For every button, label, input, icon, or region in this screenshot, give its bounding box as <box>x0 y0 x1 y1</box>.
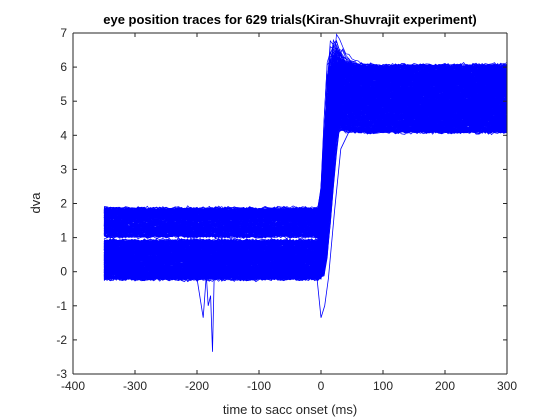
eye-trace <box>103 114 507 262</box>
eye-trace <box>103 40 507 272</box>
trace-layer <box>103 33 507 352</box>
eye-trace <box>103 73 507 252</box>
y-tick-label: -1 <box>56 299 67 313</box>
y-tick-label: 7 <box>60 26 67 40</box>
eye-trace <box>103 107 507 265</box>
axes: -400 -300 -200 -100 0 100 200 300 -3 -2 -1 0 1 2 3 4 5 6 7 <box>56 26 517 393</box>
y-tick-label: -3 <box>56 367 67 381</box>
eye-trace <box>103 75 507 231</box>
eye-trace <box>103 76 507 254</box>
eye-trace <box>103 75 507 239</box>
eye-trace <box>103 78 507 248</box>
chart-title: eye position traces for 629 trials(Kiran… <box>103 12 477 27</box>
y-tick-label: 0 <box>60 265 67 279</box>
eye-trace-excursion <box>104 131 507 318</box>
y-tick-label: 3 <box>60 162 67 176</box>
x-axis-label: time to sacc onset (ms) <box>223 402 357 417</box>
eye-trace <box>103 56 507 227</box>
y-tick-label: 4 <box>60 128 67 142</box>
y-tick-label: 5 <box>60 94 67 108</box>
x-tick-label: 200 <box>435 379 455 393</box>
y-tick-label: -2 <box>56 333 67 347</box>
eye-trace <box>103 82 507 215</box>
eye-trace <box>103 63 507 271</box>
eye-trace <box>103 73 507 237</box>
eye-trace <box>103 54 507 240</box>
eye-trace-excursion <box>103 50 507 257</box>
eye-trace <box>103 98 507 236</box>
eye-trace <box>103 64 507 218</box>
x-tick-label: 0 <box>318 379 325 393</box>
x-tick-label: 100 <box>373 379 393 393</box>
x-tick-label: -200 <box>185 379 209 393</box>
eye-trace <box>103 91 507 276</box>
y-tick-label: 6 <box>60 60 67 74</box>
y-axis-label: dva <box>28 192 43 214</box>
x-tick-label: -300 <box>123 379 147 393</box>
y-tick-label: 2 <box>60 197 67 211</box>
eye-trace <box>103 44 507 232</box>
x-tick-label: -100 <box>247 379 271 393</box>
x-tick-label: -400 <box>61 379 85 393</box>
eye-trace <box>103 124 507 247</box>
y-tick-label: 1 <box>60 231 67 245</box>
eye-trace <box>103 76 507 283</box>
eye-trace <box>103 54 507 245</box>
eye-trace <box>103 122 507 244</box>
eye-trace <box>103 83 507 260</box>
eye-trace <box>103 113 507 269</box>
eye-trace <box>103 123 507 219</box>
eye-trace <box>103 61 507 234</box>
eye-trace <box>103 57 507 274</box>
eye-trace <box>103 81 507 228</box>
x-tick-label: 300 <box>497 379 517 393</box>
eye-trace <box>103 91 507 267</box>
eye-trace-excursion <box>103 90 507 352</box>
eye-trace <box>103 98 507 262</box>
